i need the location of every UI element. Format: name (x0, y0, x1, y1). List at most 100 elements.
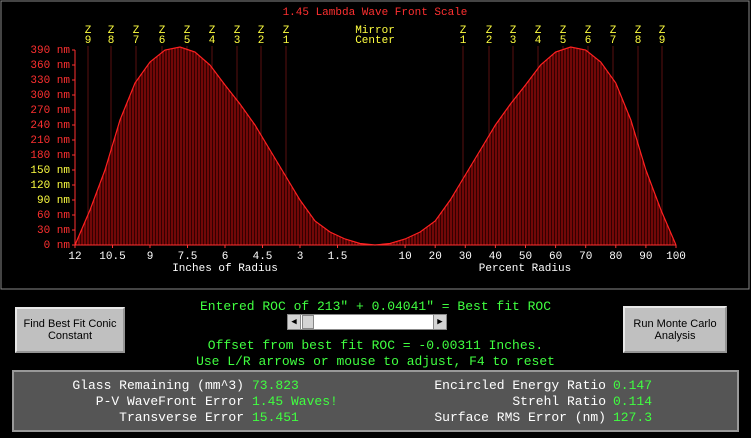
zone-prefix: Z (133, 25, 140, 37)
stat-label: Transverse Error (119, 410, 244, 425)
zone-prefix: Z (159, 25, 166, 37)
zone-prefix: Z (610, 25, 617, 37)
find-conic-button[interactable]: Find Best Fit Conic Constant (15, 307, 125, 353)
stat-label: Surface RMS Error (nm) (434, 410, 606, 425)
roc-slider[interactable]: ◀ ▶ (287, 314, 447, 330)
stat-label: Encircled Energy Ratio (434, 378, 606, 393)
hint-text: Use L/R arrows or mouse to adjust, F4 to… (196, 354, 555, 369)
zone-prefix: Z (560, 25, 567, 37)
wavefront-curve (374, 46, 677, 246)
y-tick-label: 390 nm (30, 45, 70, 57)
stat-label: Strehl Ratio (512, 394, 606, 409)
zone-number: 4 (209, 35, 216, 47)
zone-number: 3 (234, 35, 241, 47)
zone-number: 7 (133, 35, 140, 47)
zone-number: 1 (283, 35, 290, 47)
y-tick-label: 270 nm (30, 105, 70, 117)
x-axis-label: Percent Radius (479, 263, 571, 275)
x-axis-label: Inches of Radius (172, 263, 278, 275)
x-tick-label: 100 (666, 251, 686, 263)
x-tick-label: 3 (297, 251, 304, 263)
zone-number: 7 (610, 35, 617, 47)
x-tick-label: 4.5 (253, 251, 273, 263)
zone-number: 8 (108, 35, 115, 47)
x-tick-label: 6 (222, 251, 229, 263)
y-tick-label: 150 nm (30, 165, 70, 177)
stat-value: 127.3 (613, 410, 653, 425)
x-tick-label: 50 (519, 251, 532, 263)
zone-prefix: Z (258, 25, 265, 37)
y-tick-label: 300 nm (30, 90, 70, 102)
zone-prefix: Z (234, 25, 241, 37)
zone-number: 9 (659, 35, 666, 47)
zone-number: 3 (510, 35, 517, 47)
zone-prefix: Z (283, 25, 290, 37)
y-tick-label: 360 nm (30, 60, 70, 72)
slider-thumb[interactable] (302, 315, 314, 329)
zone-prefix: Z (585, 25, 592, 37)
stat-value: 73.823 (252, 378, 299, 393)
stat-value: 0.147 (613, 378, 653, 393)
zone-prefix: Z (108, 25, 115, 37)
y-tick-label: 180 nm (30, 150, 70, 162)
chart: 1.45 Lambda Wave Front Scale Mirror Cent… (0, 0, 750, 290)
x-tick-label: 10.5 (99, 251, 125, 263)
zone-prefix: Z (184, 25, 191, 37)
x-tick-label: 9 (147, 251, 154, 263)
slider-right-arrow[interactable]: ▶ (433, 315, 446, 329)
zone-number: 2 (258, 35, 265, 47)
center-label: Mirror (355, 25, 395, 37)
zone-prefix: Z (85, 25, 92, 37)
zone-prefix: Z (510, 25, 517, 37)
x-tick-label: 7.5 (178, 251, 198, 263)
zone-number: 5 (560, 35, 567, 47)
zone-number: 5 (184, 35, 191, 47)
stat-label: P-V WaveFront Error (95, 394, 244, 409)
stat-value: 0.114 (613, 394, 653, 409)
y-tick-label: 90 nm (37, 195, 70, 207)
zone-prefix: Z (460, 25, 467, 37)
chart-title: 1.45 Lambda Wave Front Scale (283, 7, 468, 19)
stat-value: 1.45 Waves! (252, 394, 338, 409)
zone-number: 6 (159, 35, 166, 47)
x-tick-label: 70 (579, 251, 592, 263)
wavefront-curve (74, 46, 376, 246)
monte-carlo-button[interactable]: Run Monte Carlo Analysis (623, 306, 727, 353)
zone-prefix: Z (486, 25, 493, 37)
x-tick-label: 30 (459, 251, 472, 263)
y-tick-label: 210 nm (30, 135, 70, 147)
y-tick-label: 30 nm (37, 225, 70, 237)
roc-text: Entered ROC of 213" + 0.04041" = Best fi… (199, 299, 552, 314)
zone-prefix: Z (535, 25, 542, 37)
zone-prefix: Z (209, 25, 216, 37)
wavefront-area (375, 47, 676, 245)
x-tick-label: 10 (398, 251, 411, 263)
y-tick-label: 240 nm (30, 120, 70, 132)
zone-number: 6 (585, 35, 592, 47)
center-label: Center (355, 35, 395, 47)
zone-number: 1 (460, 35, 467, 47)
x-tick-label: 60 (549, 251, 562, 263)
stat-value: 15.451 (252, 410, 299, 425)
y-tick-label: 0 nm (44, 240, 71, 252)
zone-number: 8 (635, 35, 642, 47)
zone-number: 9 (85, 35, 92, 47)
stats-panel: Glass Remaining (mm^3) 73.823 P-V WaveFron… (12, 370, 739, 432)
wavefront-area (75, 47, 375, 245)
x-tick-label: 40 (489, 251, 502, 263)
y-tick-label: 120 nm (30, 180, 70, 192)
y-tick-label: 330 nm (30, 75, 70, 87)
offset-text: Offset from best fit ROC = -0.00311 Inch… (207, 338, 544, 353)
zone-prefix: Z (659, 25, 666, 37)
x-tick-label: 12 (68, 251, 81, 263)
stat-label: Glass Remaining (mm^3) (72, 378, 244, 393)
x-tick-label: 90 (639, 251, 652, 263)
zone-prefix: Z (635, 25, 642, 37)
slider-left-arrow[interactable]: ◀ (288, 315, 301, 329)
x-tick-label: 20 (429, 251, 442, 263)
zone-number: 2 (486, 35, 493, 47)
x-tick-label: 1.5 (328, 251, 348, 263)
x-tick-label: 80 (609, 251, 622, 263)
y-tick-label: 60 nm (37, 210, 70, 222)
